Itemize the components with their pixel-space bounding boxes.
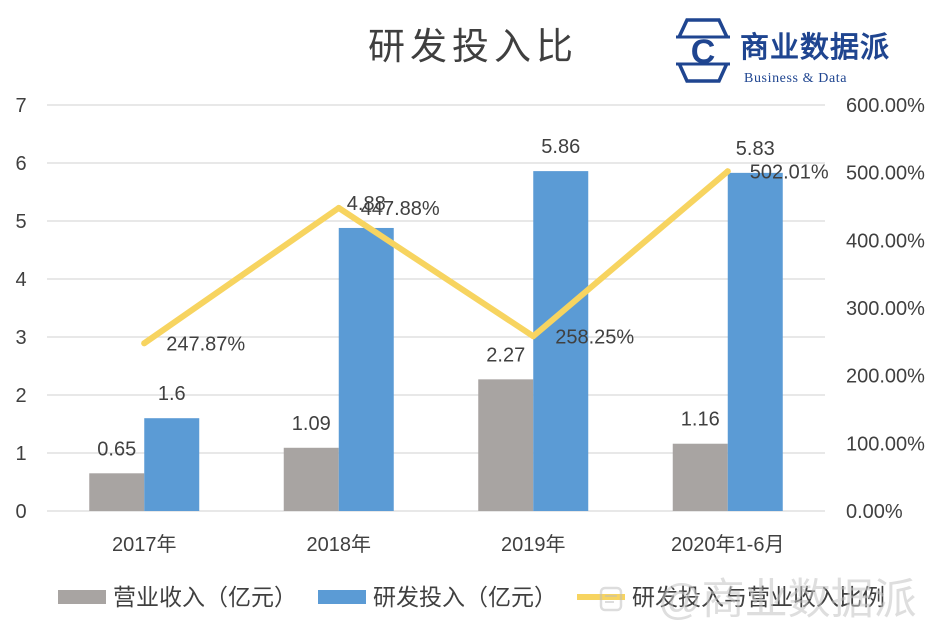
line-point — [141, 340, 148, 347]
chart-title: 研发投入比 — [368, 26, 578, 67]
line-data-label: 502.01% — [750, 161, 829, 183]
bar-data-label: 2.27 — [486, 344, 525, 366]
x-category-label: 2017年 — [112, 533, 177, 556]
y-left-tick-label: 2 — [15, 385, 26, 407]
bar-series — [89, 171, 783, 512]
y-right-tick-label: 400.00% — [846, 230, 925, 252]
logo-letter: C — [691, 33, 716, 71]
brand-logo: C 商业数据派 Business & Data — [669, 18, 890, 86]
legend-item-revenue: 营业收入（亿元） — [58, 584, 297, 610]
bar — [478, 379, 534, 511]
bar — [727, 172, 783, 512]
ratio-line — [141, 168, 731, 347]
line-data-label: 247.87% — [166, 333, 245, 355]
y-right-tick-label: 600.00% — [846, 95, 925, 117]
brand-subtitle: Business & Data — [744, 71, 847, 86]
legend-label-ratio: 研发投入与营业收入比例 — [632, 584, 885, 610]
y-right-tick-label: 300.00% — [846, 298, 925, 320]
y-left-tick-label: 5 — [15, 211, 26, 233]
y-left-tick-label: 7 — [15, 95, 26, 117]
bar — [144, 418, 200, 511]
bar-data-label: 1.09 — [292, 413, 331, 435]
legend-item-rd: 研发投入（亿元） — [318, 584, 557, 610]
x-category-label: 2018年 — [307, 533, 372, 556]
line-point — [530, 333, 537, 340]
watermark-icon — [599, 586, 623, 612]
watermark: @商业数据派 — [599, 576, 917, 624]
legend-swatch-rd — [318, 590, 366, 604]
line-data-label: 447.88% — [361, 198, 440, 220]
y-left-tick-label: 0 — [15, 501, 26, 523]
bar — [89, 473, 145, 511]
line-point — [335, 204, 342, 211]
bar-data-label: 5.83 — [736, 138, 775, 160]
bar-data-label: 0.65 — [97, 438, 136, 460]
hexagon-c-logo-icon: C — [669, 18, 737, 83]
bar-data-label: 5.86 — [541, 136, 580, 158]
legend: 营业收入（亿元） 研发投入（亿元） 研发投入与营业收入比例 — [58, 584, 885, 610]
bar-data-label: 1.6 — [158, 383, 186, 405]
y-right-tick-label: 200.00% — [846, 366, 925, 388]
bar-data-label: 1.16 — [681, 409, 720, 431]
axis-labels: 0 1 2 3 4 5 6 7 0.00% 100.00% 200.00% 300.00% 400.00… — [15, 95, 925, 556]
line-data-label: 258.25% — [555, 326, 634, 348]
bar — [338, 227, 394, 511]
line-series — [141, 168, 731, 347]
y-right-tick-label: 0.00% — [846, 501, 903, 523]
legend-label-rd: 研发投入（亿元） — [373, 584, 557, 610]
y-left-tick-label: 4 — [15, 269, 26, 291]
brand-name: 商业数据派 — [740, 31, 890, 64]
y-right-tick-label: 100.00% — [846, 433, 925, 455]
bar-data-label: 4.88 — [347, 193, 386, 215]
y-left-tick-label: 6 — [15, 153, 26, 175]
bar — [533, 171, 589, 511]
watermark-text: @商业数据派 — [658, 576, 917, 624]
x-category-label: 2020年1-6月 — [671, 533, 784, 556]
line-point — [724, 168, 731, 175]
x-category-label: 2019年 — [501, 533, 566, 556]
y-left-tick-label: 3 — [15, 327, 26, 349]
legend-swatch-revenue — [58, 590, 106, 604]
legend-label-revenue: 营业收入（亿元） — [113, 584, 297, 610]
bar — [283, 447, 339, 511]
y-right-tick-label: 500.00% — [846, 163, 925, 185]
bar — [672, 443, 728, 511]
data-labels: 0.65 1.09 2.27 1.16 1.6 4.88 5.86 5.83 247.87% 44… — [97, 136, 829, 460]
y-left-tick-label: 1 — [15, 443, 26, 465]
